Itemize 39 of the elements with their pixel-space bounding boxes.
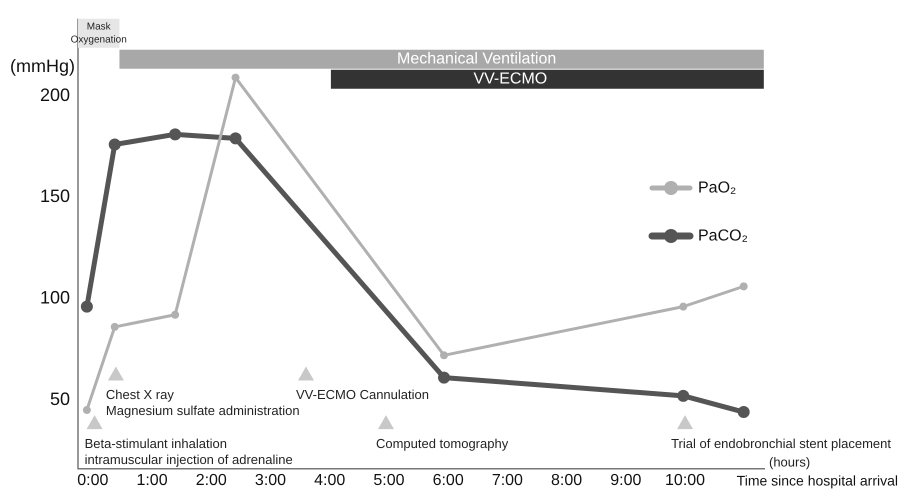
x-axis-title: Time since hospital arrival <box>736 472 898 489</box>
x-tick-label: 8:00 <box>551 472 582 489</box>
annotation: Computed tomography <box>376 436 509 451</box>
point <box>110 322 119 331</box>
x-tick-label: 0:00 <box>77 472 108 489</box>
point <box>679 302 688 311</box>
x-tick-label: 10:00 <box>665 472 706 489</box>
legend-label: PaCO₂ <box>698 227 748 244</box>
point <box>677 390 690 402</box>
point <box>82 406 91 414</box>
point <box>108 138 121 150</box>
point <box>440 351 448 360</box>
point <box>171 310 180 319</box>
point <box>169 128 182 140</box>
y-tick-label: 100 <box>40 288 70 308</box>
annotation: Beta-stimulant inhalation intramuscular injection of adrenaline <box>84 436 293 467</box>
point <box>740 282 748 290</box>
band-label: Mechanical Ventilation <box>397 50 556 68</box>
x-tick-label: 4:00 <box>314 472 346 489</box>
point <box>232 74 240 82</box>
x-tick-label: 1:00 <box>136 472 168 489</box>
y-tick-label: 150 <box>40 186 70 206</box>
annotation: Trial of endobronchial stent placement <box>671 436 892 451</box>
point <box>738 406 750 418</box>
band-label: VV-ECMO <box>473 70 548 88</box>
y-tick-label: 200 <box>40 84 70 105</box>
y-tick-label: 50 <box>50 388 70 409</box>
x-tick-label: 6:00 <box>432 472 464 489</box>
x-tick-label: 3:00 <box>254 472 286 489</box>
x-tick-label: 5:00 <box>373 472 405 489</box>
point <box>80 300 93 313</box>
text: (hours) <box>769 454 810 470</box>
x-tick-label: 2:00 <box>196 472 227 489</box>
point <box>438 372 450 384</box>
legend-label: PaO₂ <box>698 179 736 196</box>
x-tick-label: 7:00 <box>492 472 524 489</box>
point <box>230 132 242 144</box>
y-axis-title: (mmHg) <box>10 56 75 76</box>
x-tick-label: 9:00 <box>610 472 642 489</box>
